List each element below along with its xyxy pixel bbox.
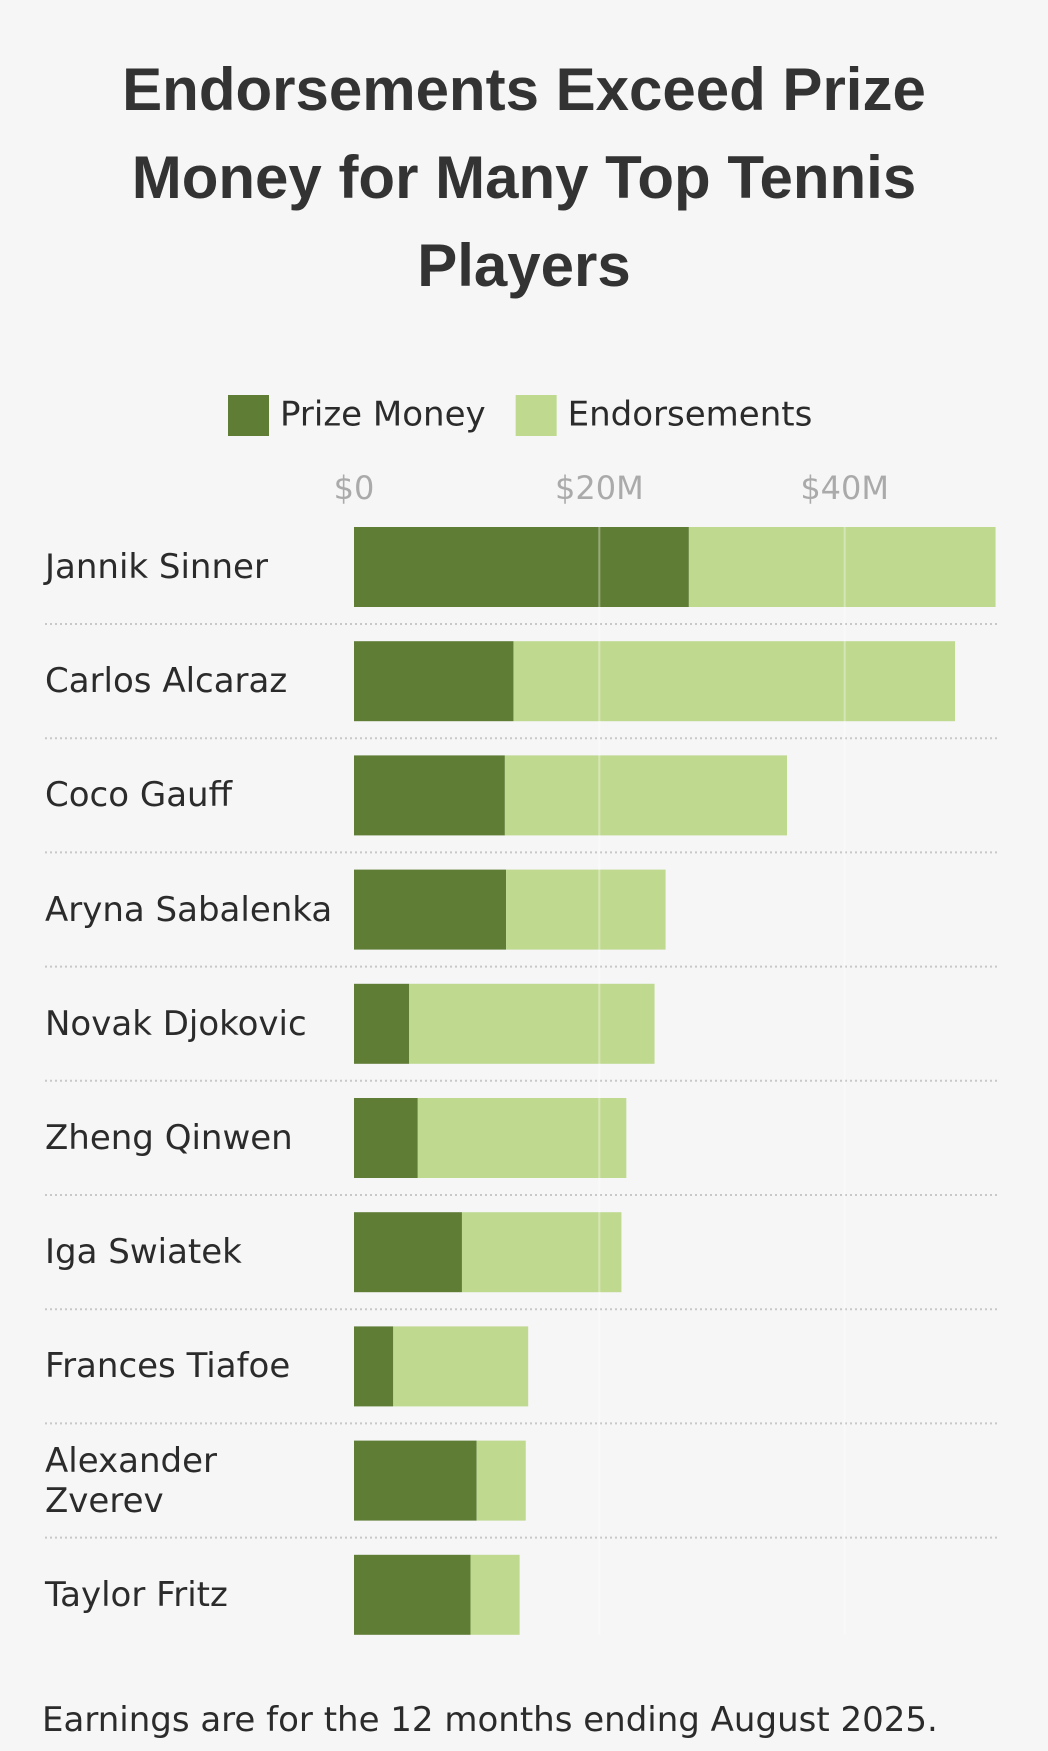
bar-segment (354, 641, 514, 722)
bar-segment (688, 527, 996, 607)
legend-swatch (515, 395, 557, 436)
bar-segment (409, 983, 655, 1064)
bar-segment (354, 1212, 462, 1293)
x-tick-label: $20M (555, 469, 644, 507)
category-label: Coco Gauff (45, 775, 232, 816)
category-label: Zheng Qinwen (45, 1118, 293, 1158)
bar-segment (476, 1440, 526, 1521)
bar-segment (354, 983, 410, 1064)
chart-title: Endorsements Exceed Prize Money for Many… (122, 56, 926, 299)
bar-segment (417, 1098, 627, 1178)
category-label: Frances Tiafoe (45, 1346, 291, 1387)
bar-segment (504, 755, 788, 836)
category-label: Novak Djokovic (45, 1003, 307, 1044)
bar-segment (354, 527, 689, 607)
bar-segment (354, 755, 505, 836)
legend-swatch (228, 395, 269, 436)
bar-segment (513, 641, 956, 722)
x-tick-label: $40M (800, 469, 889, 507)
category-label: Alexander Zverev (45, 1440, 218, 1521)
legend-label: Endorsements (568, 395, 813, 435)
category-label: Carlos Alcaraz (45, 661, 288, 702)
bar-segment (461, 1212, 622, 1293)
bar-segment (470, 1554, 520, 1635)
bar-segment (354, 1098, 418, 1178)
bar-segment (506, 869, 666, 950)
category-label: Jannik Sinner (45, 547, 268, 587)
bar-segment (354, 1326, 394, 1407)
bar-segment (354, 869, 507, 950)
bar-segment (354, 1554, 471, 1635)
x-tick-label: $0 (334, 469, 375, 507)
footnote: Earnings are for the 12 months ending Au… (42, 1700, 938, 1740)
bar-segment (354, 1440, 477, 1521)
legend-label: Prize Money (280, 395, 486, 435)
category-label: Taylor Fritz (45, 1574, 228, 1615)
category-label: Aryna Sabalenka (45, 889, 333, 930)
bar-segment (393, 1326, 529, 1407)
category-label: Iga Swiatek (45, 1232, 242, 1273)
